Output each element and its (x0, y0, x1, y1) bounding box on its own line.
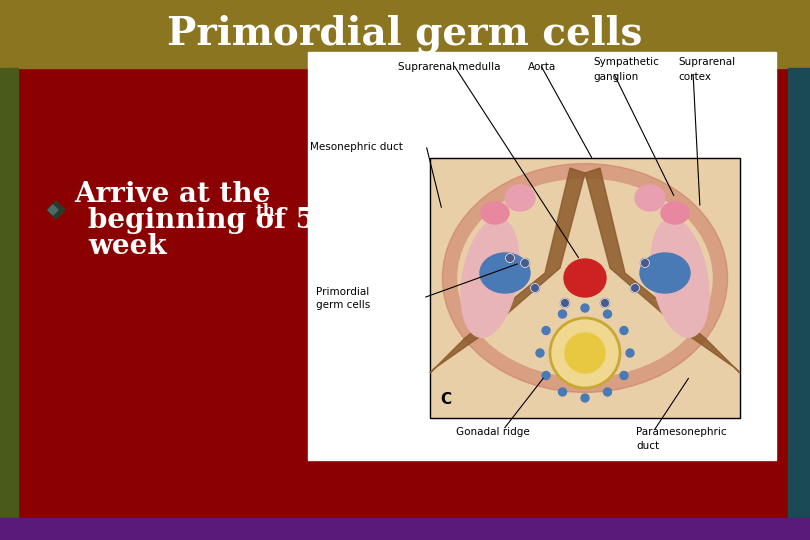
Text: Primordial germ cells: Primordial germ cells (168, 15, 642, 53)
Text: ganglion: ganglion (593, 72, 638, 82)
Circle shape (603, 388, 612, 396)
Bar (0, 68, 18, 518)
Circle shape (561, 299, 569, 307)
Circle shape (550, 318, 620, 388)
Bar (430, 158, 740, 418)
Circle shape (581, 394, 589, 402)
Polygon shape (585, 168, 740, 373)
Circle shape (536, 349, 544, 357)
Ellipse shape (640, 253, 690, 293)
Polygon shape (47, 201, 65, 219)
Circle shape (565, 333, 605, 373)
Text: Sympathetic: Sympathetic (593, 57, 659, 67)
Circle shape (620, 327, 628, 334)
Circle shape (542, 372, 550, 380)
Circle shape (620, 372, 628, 380)
Text: Arrive at the: Arrive at the (74, 181, 271, 208)
Ellipse shape (505, 185, 535, 211)
Text: Suprarenal: Suprarenal (678, 57, 735, 67)
Circle shape (603, 310, 612, 318)
Text: C: C (440, 393, 451, 408)
Bar (308, 52, 776, 460)
Circle shape (581, 304, 589, 312)
Text: Paramesonephric: Paramesonephric (636, 427, 727, 437)
Text: germ cells: germ cells (316, 300, 370, 310)
Polygon shape (430, 168, 585, 373)
Text: Mesonephric duct: Mesonephric duct (310, 142, 403, 152)
Ellipse shape (564, 259, 606, 297)
Ellipse shape (661, 202, 689, 224)
Text: cortex: cortex (678, 72, 711, 82)
Text: Aorta: Aorta (528, 62, 556, 72)
Bar (788, 68, 810, 518)
Bar (0, 518, 810, 540)
Text: duct: duct (636, 441, 659, 451)
Bar (430, 158, 740, 418)
Circle shape (559, 388, 566, 396)
Circle shape (630, 284, 640, 293)
Bar (0, 68, 810, 518)
Circle shape (600, 299, 609, 307)
Circle shape (559, 310, 566, 318)
Circle shape (531, 284, 539, 293)
Circle shape (505, 253, 514, 262)
Ellipse shape (480, 253, 530, 293)
Ellipse shape (651, 219, 709, 338)
Ellipse shape (481, 202, 509, 224)
Text: Suprarenal medulla: Suprarenal medulla (398, 62, 501, 72)
Polygon shape (48, 205, 58, 215)
Ellipse shape (635, 185, 665, 211)
Text: Primordial: Primordial (316, 287, 369, 297)
Text: beginning of 5: beginning of 5 (88, 207, 315, 234)
Ellipse shape (442, 164, 727, 393)
Circle shape (542, 327, 550, 334)
Text: week: week (88, 233, 167, 260)
Ellipse shape (461, 219, 519, 338)
Circle shape (641, 259, 650, 267)
Circle shape (626, 349, 634, 357)
Bar (0, 0, 810, 68)
Text: Gonadal ridge: Gonadal ridge (456, 427, 530, 437)
Circle shape (521, 259, 530, 267)
Ellipse shape (458, 179, 712, 377)
Text: th: th (256, 204, 275, 220)
